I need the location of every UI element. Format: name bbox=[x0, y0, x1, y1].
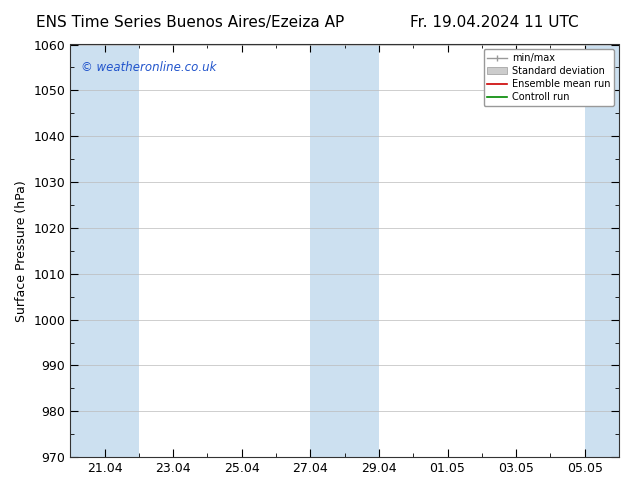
Bar bbox=[70, 45, 139, 457]
Text: Fr. 19.04.2024 11 UTC: Fr. 19.04.2024 11 UTC bbox=[410, 15, 579, 30]
Y-axis label: Surface Pressure (hPa): Surface Pressure (hPa) bbox=[15, 180, 28, 322]
Legend: min/max, Standard deviation, Ensemble mean run, Controll run: min/max, Standard deviation, Ensemble me… bbox=[484, 49, 614, 106]
Text: © weatheronline.co.uk: © weatheronline.co.uk bbox=[81, 61, 217, 74]
Bar bbox=[311, 45, 379, 457]
Text: ENS Time Series Buenos Aires/Ezeiza AP: ENS Time Series Buenos Aires/Ezeiza AP bbox=[36, 15, 344, 30]
Bar bbox=[585, 45, 619, 457]
